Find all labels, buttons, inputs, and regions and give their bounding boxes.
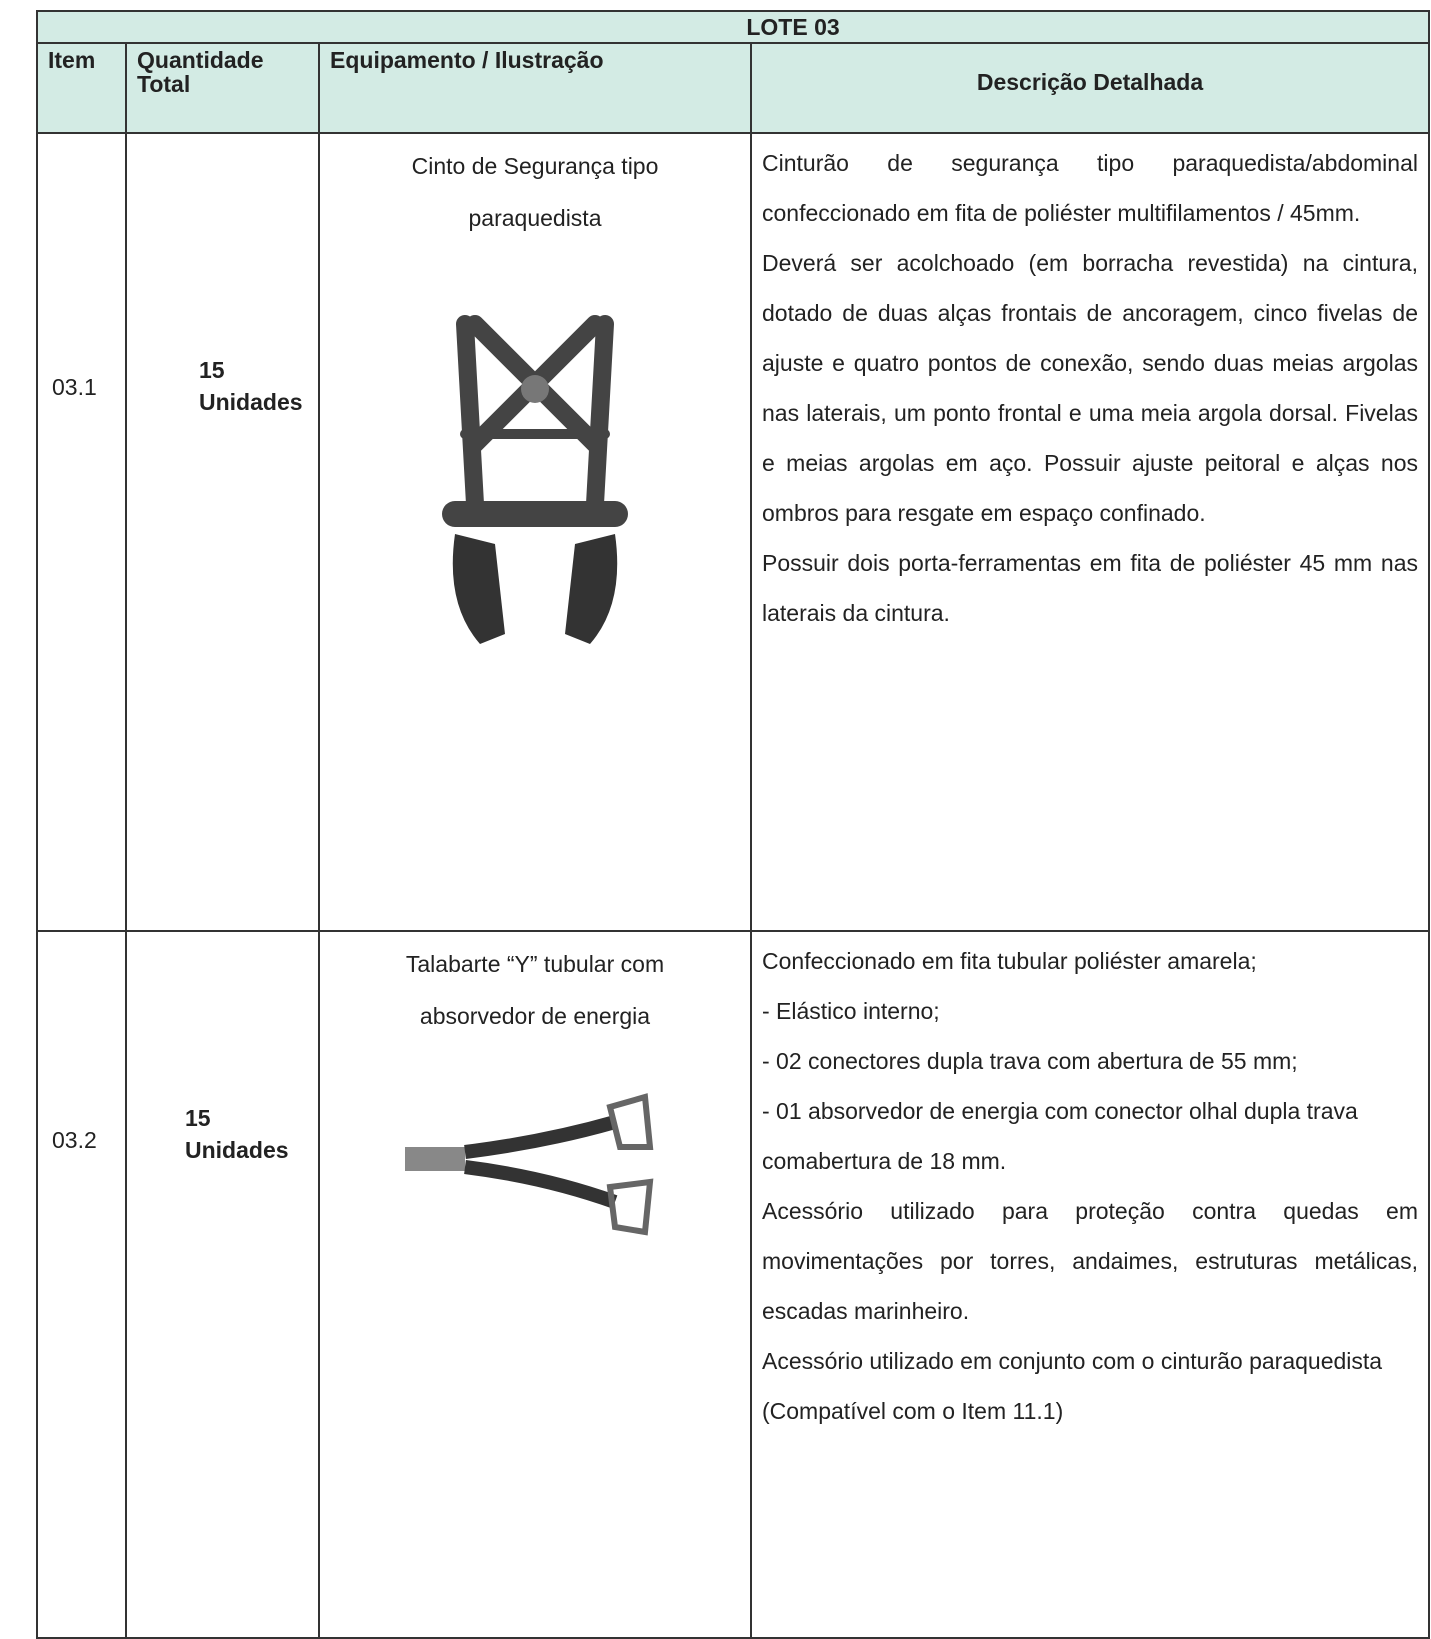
quantity-cell: 15 Unidades <box>125 930 320 1639</box>
lanyard-illustration <box>405 1093 654 1236</box>
description-paragraph: - 02 conectores dupla trava com abertura… <box>762 1048 1298 1074</box>
header: Equipamento / Ilustração <box>318 42 752 134</box>
equipment-name: Cinto de Segurança tipo paraquedista <box>411 153 659 231</box>
row: 03.1 15 Unidades Cinto de Segurança tipo … <box>36 132 1430 932</box>
item-cell: 03.2 <box>36 930 127 1639</box>
description-paragraph: - Elástico interno; <box>762 998 940 1024</box>
title-row: LOTE 03 <box>36 10 1430 44</box>
description-paragraph: Confeccionado em fita tubular poliéster … <box>762 948 1257 974</box>
row: 03.2 15 Unidades Talabarte “Y” tubular co… <box>36 930 1430 1639</box>
header: Descrição Detalhada <box>750 42 1430 134</box>
equipment-name: Talabarte “Y” tubular com absorvedor de … <box>405 951 665 1029</box>
description-paragraph: - 01 absorvedor de energia com conector … <box>762 1098 1358 1174</box>
header: Quantidade Total <box>125 42 320 134</box>
quantity-cell: 15 Unidades <box>125 132 320 932</box>
table-title: LOTE 03 <box>36 10 1430 44</box>
description-paragraph: Acessório utilizado em conjunto com o ci… <box>762 1348 1383 1424</box>
unit: Unidades <box>185 1137 289 1163</box>
description-paragraph: Deverá ser acolchoado (em borracha reves… <box>762 250 1418 526</box>
quantity: 15 <box>185 1105 211 1131</box>
description-paragraph: Possuir dois porta-ferramentas em fita d… <box>762 550 1418 626</box>
equipment-cell: Talabarte “Y” tubular com absorvedor de … <box>318 930 752 1639</box>
unit: Unidades <box>199 389 303 415</box>
description-cell: Cinturão de segurança tipo paraquedista/… <box>750 132 1430 932</box>
header-row: Item Quantidade Total Equipamento / Ilus… <box>36 42 1430 134</box>
quantity: 15 <box>199 357 225 383</box>
equipment-cell: Cinto de Segurança tipo paraquedista <box>318 132 752 932</box>
item-cell: 03.1 <box>36 132 127 932</box>
header: Item <box>36 42 127 134</box>
lot-table: LOTE 03 Item Quantidade Total Equipament… <box>36 10 1430 1639</box>
description-paragraph: Cinturão de segurança tipo paraquedista/… <box>762 150 1418 226</box>
harness-illustration <box>442 315 628 644</box>
page: LOTE 03 Item Quantidade Total Equipament… <box>36 10 1430 1639</box>
description-paragraph: Acessório utilizado para proteção contra… <box>762 1198 1418 1324</box>
description-cell: Confeccionado em fita tubular poliéster … <box>750 930 1430 1639</box>
